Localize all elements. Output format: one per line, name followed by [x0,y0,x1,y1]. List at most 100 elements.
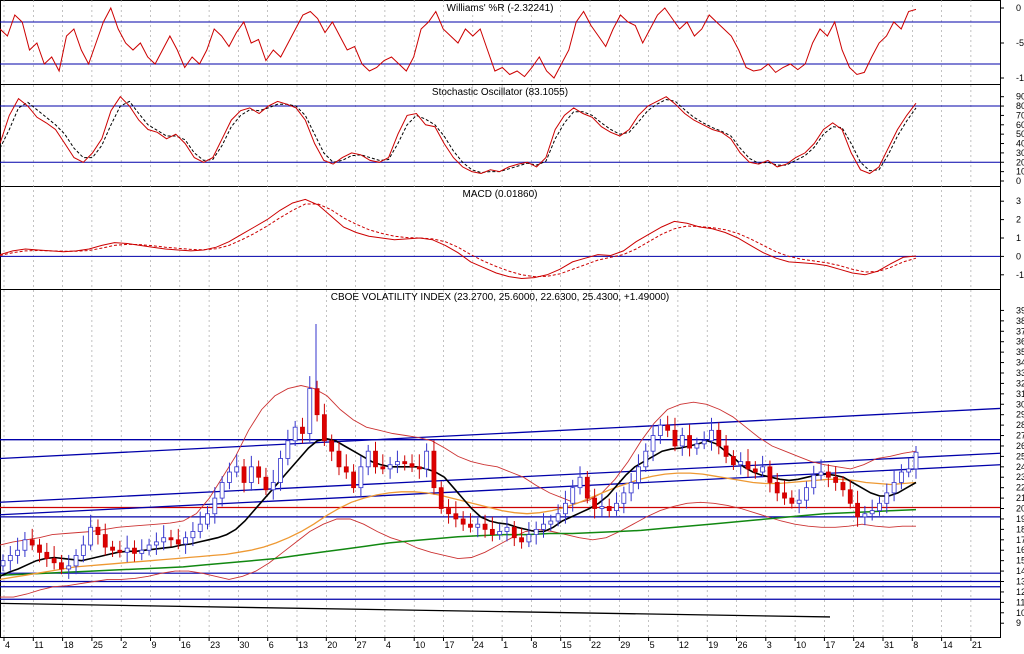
candle-up [533,528,539,535]
y-tick-label: 0 [1016,3,1021,13]
x-tick-label: 19 [708,640,718,649]
candle-down [482,523,488,530]
y-tick-label: 17 [1016,535,1024,545]
candle-up [628,482,634,494]
candle-up [278,458,283,483]
x-tick-label: 12 [679,640,689,649]
candle-up [709,429,714,442]
candle-up [395,461,400,466]
candle-up [212,497,218,515]
candle-up [862,513,868,518]
trend-line [0,602,831,618]
candle-up [804,487,809,501]
moving-average-orange-line [0,472,917,581]
candle-down [782,492,787,499]
candle-down [847,489,853,504]
candle-down [37,544,42,553]
x-tick-label: 2 [122,640,127,649]
candle-up [570,487,576,504]
y-tick-label: 39 [1016,305,1024,315]
y-tick-label: 10 [1016,608,1024,618]
candle-down [380,466,386,470]
candle-down [519,537,524,543]
candle-down [767,466,773,483]
candle-down [855,502,860,518]
candle-down [723,445,729,457]
candle-up [738,461,744,466]
candle-up [248,466,254,483]
candle-down [752,468,758,473]
candle-up [270,482,276,491]
x-tick-label: 18 [64,640,74,649]
panel-title: CBOE VOLATILITY INDEX (23.2700, 25.6000,… [331,292,669,303]
x-tick-label: 14 [943,640,953,649]
candle-up [153,541,159,546]
candle-up [679,435,685,447]
x-tick-label: 22 [591,640,601,649]
candle-up [548,520,554,525]
candle-up [636,466,641,483]
candle-up [694,443,700,449]
y-tick-label: 11 [1016,597,1024,607]
candle-up [15,549,21,556]
candle-up [197,523,203,532]
candle-down [606,506,612,512]
candle-up [891,482,897,494]
candle-up [387,464,393,470]
candle-down [584,476,590,499]
candle-up [913,451,919,470]
y-tick-label: 40 [1016,139,1024,149]
x-tick-label: 9 [152,640,157,649]
y-tick-label: 80 [1016,101,1024,111]
plot-content [0,6,1001,618]
candle-down [453,513,459,520]
candle-up [504,526,510,532]
y-tick-label: 0 [1016,251,1021,261]
candle-down [460,518,466,525]
x-tick-label: 20 [327,640,337,649]
candle-up [877,502,882,512]
y-tick-label: 9 [1016,618,1021,628]
candle-down [431,450,437,489]
candle-up [811,474,817,489]
x-tick-label: 11 [34,640,43,649]
candle-down [132,547,137,554]
candle-up [563,502,568,515]
candle-down [168,537,174,541]
candle-up [869,510,875,515]
candle-up [22,539,28,551]
x-tick-label: 5 [650,640,655,649]
candle-down [44,551,50,559]
candle-up [526,534,532,543]
y-tick-label: 15 [1016,556,1024,566]
x-tick-label: 3 [767,640,772,649]
candle-up [234,466,240,473]
candle-up [219,482,225,499]
y-tick-label: 10 [1016,167,1024,177]
candle-up [183,537,189,545]
candle-up [73,555,79,567]
y-tick-label: 33 [1016,368,1024,378]
candle-down [789,497,795,504]
candle-up [88,526,94,546]
candle-down [511,526,517,539]
candle-up [424,450,430,470]
candle-up [577,476,583,489]
candle-down [300,426,305,434]
candle-down [833,476,839,483]
x-tick-label: 27 [357,640,367,649]
candle-down [774,482,780,494]
candle-down [351,471,356,489]
candle-up [884,492,890,504]
candle-up [796,499,802,504]
y-tick-label: 35 [1016,347,1024,357]
candle-down [263,476,269,491]
candle-down [314,388,320,416]
y-tick-label: 24 [1016,462,1024,472]
y-tick-label: 29 [1016,410,1024,420]
candle-down [256,466,262,478]
panel-title: Stochastic Oscillator (83.1055) [432,87,568,98]
x-tick-label: 31 [884,640,894,649]
trend-line [0,407,1001,460]
